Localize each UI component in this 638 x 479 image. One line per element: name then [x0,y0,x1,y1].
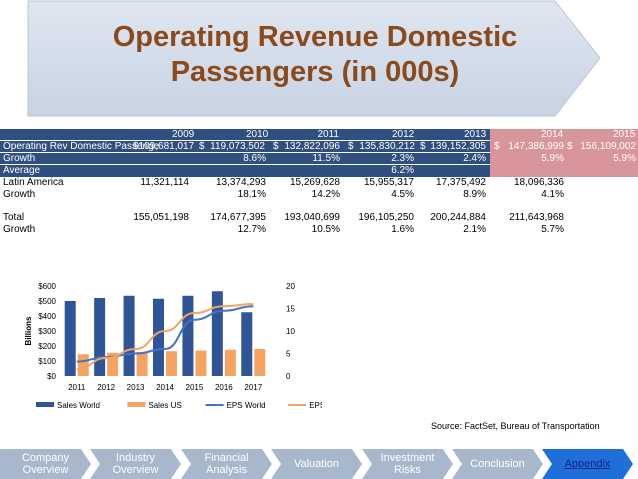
year-header: 2014 [541,129,564,140]
line-eps-us [76,303,254,371]
nav-appendix[interactable]: Appendix [542,449,633,479]
bar-sales-world [182,295,194,376]
table-row: Growth 8.6% 11.5% 2.3% 2.4% 5.9% 5.9% [0,153,638,165]
row-label: Total [3,212,25,223]
table-row: Total 155,051,198 174,677,395 193,040,69… [3,212,564,223]
year-header: 2013 [464,129,487,140]
y2-tick-label: 20 [286,282,295,291]
y-tick-label: $0 [47,372,56,381]
bar-sales-world [94,298,106,376]
title-banner [27,0,601,117]
year-header: 2011 [317,129,339,140]
bar-sales-us [136,352,148,376]
nav-industry-overview[interactable]: Industry Overview [90,449,181,479]
bar-sales-us [254,349,266,376]
y-tick-label: $600 [38,282,56,291]
bar-sales-us [77,354,89,376]
y2-tick-label: 0 [286,372,291,381]
source-note: Source: FactSet, Bureau of Transportatio… [431,421,600,431]
legend-label: Sales US [148,401,181,410]
y-axis-title: Billions [24,316,33,345]
nav-conclusion[interactable]: Conclusion [452,449,543,479]
y2-tick-label: 15 [286,305,295,314]
legend-label: Sales World [57,401,100,410]
table-row: Growth 12.7% 10.5% 1.6% 2.1% 5.7% [3,224,564,235]
table-row: Operating Rev Domestic Passenge $109,681… [0,141,638,153]
bar-sales-us [107,352,119,376]
nav-label: Company Overview [21,452,70,476]
nav-label: Valuation [293,458,340,470]
table-row: Average 6.2% [0,165,638,177]
year-header: 2009 [172,129,195,140]
x-tick-label: 2017 [244,383,262,392]
nav-valuation[interactable]: Valuation [271,449,362,479]
year-header: 2010 [246,129,269,140]
bar-sales-us [224,349,236,376]
nav-label: Financial Analysis [204,452,249,476]
section-nav: Company Overview Industry Overview Financi… [0,449,638,479]
row-label: Growth [3,224,36,235]
y-tick-label: $500 [38,297,56,306]
y-tick-label: $400 [38,312,56,321]
row-label: Growth [3,153,36,164]
nav-label: Conclusion [470,458,525,470]
x-tick-label: 2012 [97,383,115,392]
row-label: Latin America [3,177,64,188]
page-title: Operating Revenue Domestic Passengers (i… [112,21,518,88]
nav-label: Investment Risks [380,452,435,476]
row-label: Operating Rev Domestic Passenge [3,141,160,152]
x-tick-label: 2016 [215,383,233,392]
legend-label: EPS US [309,401,322,410]
sales-eps-chart: $0 $100 $200 $300 $400 $500 $600 0 5 10 15 20 2011 20… [24,282,322,410]
row-label: Average [3,165,41,176]
y-tick-label: $100 [38,357,56,366]
legend-swatch [36,402,54,407]
bar-sales-us [166,351,177,376]
y-tick-label: $200 [38,342,56,351]
bar-sales-world [123,295,135,376]
nav-label: Appendix [564,458,611,470]
nav-financial-analysis[interactable]: Financial Analysis [181,449,272,479]
nav-investment-risks[interactable]: Investment Risks [362,449,453,479]
y-tick-label: $300 [38,327,56,336]
table-header-row: 2009 2010 2011 2012 2013 2014 2015 [0,129,638,141]
x-tick-label: 2014 [156,383,174,392]
bar-sales-world [241,312,253,376]
bar-sales-world [211,291,223,376]
row-label: Growth [3,189,36,200]
x-tick-label: 2013 [127,383,145,392]
x-tick-label: 2015 [186,383,204,392]
bar-sales-us [195,350,207,376]
bar-sales-world [153,298,164,376]
revenue-table: 2009 2010 2011 2012 2013 2014 2015 Opera… [0,129,638,236]
year-header: 2012 [392,129,415,140]
table-row: Growth 18.1% 14.2% 4.5% 8.9% 4.1% [3,189,564,200]
bar-sales-world [64,301,76,376]
table-row: Latin America 11,321,114 13,374,293 15,2… [3,177,564,188]
legend-label: EPS World [227,401,266,410]
x-tick-label: 2011 [68,383,86,392]
y2-tick-label: 5 [286,350,291,359]
legend-swatch [127,402,146,407]
nav-company-overview[interactable]: Company Overview [0,449,91,479]
nav-label: Industry Overview [112,452,159,476]
year-header: 2015 [613,129,636,140]
y2-tick-label: 10 [286,327,295,336]
